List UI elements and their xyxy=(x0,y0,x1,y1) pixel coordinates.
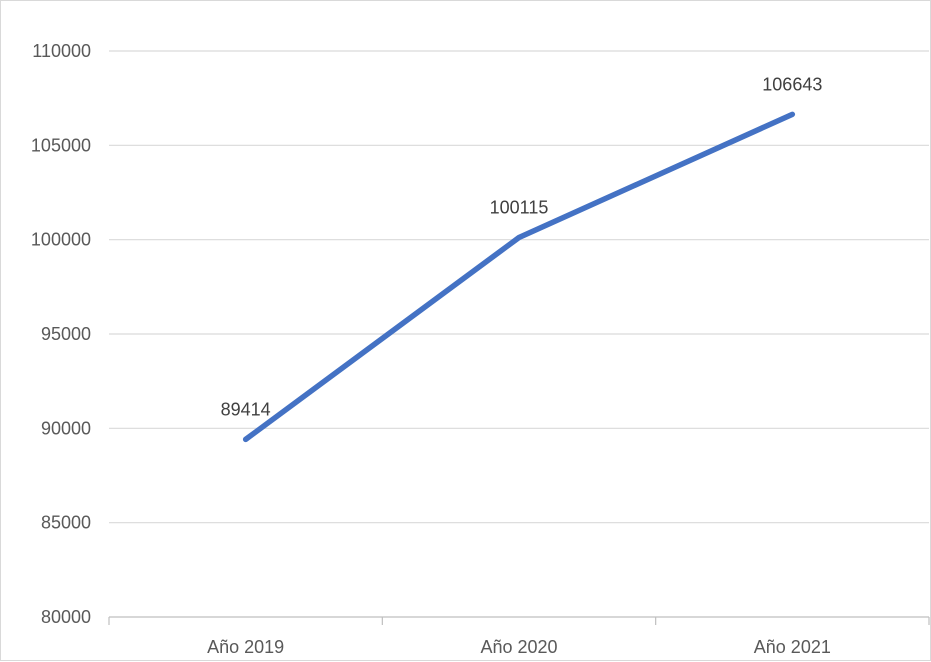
x-tick-label: Año 2020 xyxy=(480,637,557,657)
data-label: 106643 xyxy=(762,74,822,94)
data-labels: 89414 100115 106643 xyxy=(221,74,823,419)
x-axis-ticks: Año 2019 Año 2020 Año 2021 xyxy=(207,637,831,657)
series-line xyxy=(246,114,793,439)
y-tick-label: 80000 xyxy=(41,607,91,627)
data-label: 89414 xyxy=(221,399,271,419)
x-tick-label: Año 2019 xyxy=(207,637,284,657)
y-tick-label: 90000 xyxy=(41,418,91,438)
x-tick-label: Año 2021 xyxy=(754,637,831,657)
y-tick-label: 95000 xyxy=(41,324,91,344)
x-axis xyxy=(109,617,929,625)
gridlines xyxy=(109,51,929,523)
y-tick-label: 100000 xyxy=(31,230,91,250)
series-layer xyxy=(246,114,793,439)
y-tick-label: 85000 xyxy=(41,513,91,533)
y-axis-ticks: 80000 85000 90000 95000 100000 105000 110000 xyxy=(31,41,91,627)
data-label: 100115 xyxy=(490,197,549,217)
y-tick-label: 105000 xyxy=(31,135,91,155)
y-tick-label: 110000 xyxy=(32,41,91,61)
